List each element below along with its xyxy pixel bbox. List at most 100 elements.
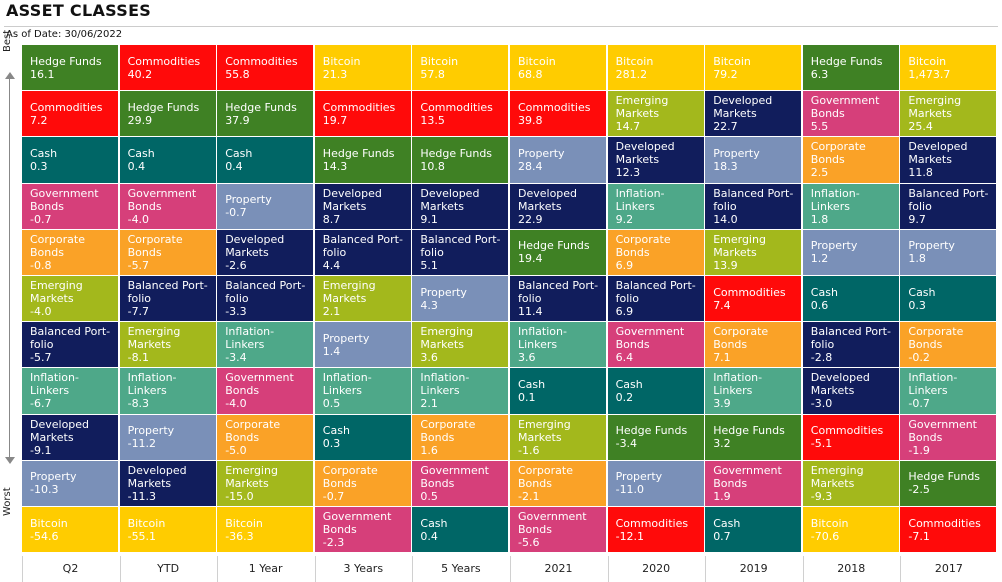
- return-value: 1.8: [908, 252, 926, 266]
- asset-label: Commodities: [713, 285, 786, 299]
- quilt-cell: Bitcoin -70.6: [802, 507, 900, 554]
- as-of-date: As of Date: 30/06/2022: [6, 29, 123, 40]
- return-value: -0.8: [30, 258, 52, 272]
- period-label: 1 Year: [248, 562, 283, 575]
- asset-label: Balanced Port- folio: [810, 325, 891, 352]
- asset-label: Bitcoin: [518, 54, 556, 68]
- return-value: -55.1: [127, 529, 157, 543]
- quilt-cell: Balanced Port- folio 11.4: [510, 276, 607, 323]
- quilt-cell: Commodities 13.5: [412, 91, 510, 138]
- return-value: -2.8: [810, 351, 833, 365]
- period-separator: [802, 556, 804, 582]
- quilt-cell: Hedge Funds 29.9: [119, 91, 217, 138]
- quilt-cell: Developed Markets 12.3: [607, 137, 705, 184]
- period-separator: [412, 556, 414, 582]
- quilt-cell: Cash 0.4: [119, 137, 217, 184]
- return-value: 13.5: [420, 113, 445, 127]
- quilt-cell: Emerging Markets 2.1: [314, 276, 412, 323]
- asset-label: Emerging Markets: [615, 94, 669, 121]
- asset-label: Cash: [615, 377, 643, 391]
- return-value: -2.6: [225, 258, 247, 272]
- quilt-cell: Hedge Funds 6.3: [802, 45, 900, 92]
- return-value: 19.7: [322, 113, 348, 127]
- asset-label: Commodities: [615, 516, 689, 530]
- period-column: Commodities 55.8 Hedge Funds 37.9 Cash 0.4 Pro…: [217, 45, 315, 554]
- return-value: 2.1: [420, 397, 438, 411]
- return-value: 7.1: [713, 351, 731, 365]
- quilt-cell: Inflation- Linkers -8.3: [119, 368, 217, 415]
- quilt-cell: Bitcoin 79.2: [705, 45, 803, 92]
- quilt-cell: Government Bonds 6.4: [607, 322, 705, 369]
- quilt-cell: Commodities 55.8: [217, 45, 315, 92]
- quilt-cell: Corporate Bonds -0.2: [900, 322, 998, 369]
- period-label: 2021: [544, 562, 573, 575]
- return-value: -1.9: [908, 443, 930, 457]
- return-value: -2.3: [322, 536, 345, 550]
- quilt-cell: Corporate Bonds 1.6: [412, 414, 510, 461]
- asset-label: Property: [30, 470, 77, 484]
- quilt-cell: Inflation- Linkers -6.7: [22, 368, 119, 415]
- return-value: 1.4: [322, 344, 341, 358]
- quilt-cell: Balanced Port- folio 5.1: [412, 229, 510, 276]
- return-value: -54.6: [30, 529, 59, 543]
- asset-label: Property: [518, 146, 565, 160]
- asset-label: Property: [420, 285, 467, 299]
- asset-label: Inflation- Linkers: [30, 371, 79, 398]
- quilt-cell: Property -0.7: [217, 183, 315, 230]
- quilt-cell: Inflation- Linkers 2.1: [412, 368, 510, 415]
- asset-label: Government Bonds: [30, 186, 99, 213]
- period-column: Bitcoin 281.2 Emerging Markets 14.7 Develope…: [607, 45, 705, 554]
- asset-label: Emerging Markets: [225, 463, 278, 490]
- asset-label: Bitcoin: [615, 54, 654, 68]
- quilt-cell: Commodities 39.8: [510, 91, 607, 138]
- period-separator: [510, 556, 511, 582]
- asset-label: Hedge Funds: [225, 100, 297, 114]
- return-value: 5.5: [810, 120, 829, 134]
- quilt-cell: Cash 0.1: [510, 368, 607, 415]
- asset-label: Corporate Bonds: [713, 325, 769, 352]
- asset-label: Cash: [322, 424, 350, 438]
- asset-label: Commodities: [518, 100, 591, 114]
- return-value: 6.4: [615, 351, 634, 365]
- return-value: -10.3: [30, 483, 59, 497]
- axis-best-label: Best: [2, 29, 13, 52]
- return-value: 0.4: [420, 529, 438, 543]
- return-value: 3.9: [713, 397, 731, 411]
- asset-label: Government Bonds: [810, 94, 880, 121]
- asset-label: Bitcoin: [908, 54, 947, 68]
- quilt-cell: Developed Markets 22.7: [705, 91, 803, 138]
- return-value: 1.2: [810, 252, 829, 266]
- return-value: 3.2: [713, 437, 731, 451]
- asset-label: Hedge Funds: [420, 146, 493, 160]
- asset-label: Balanced Port- folio: [908, 186, 989, 213]
- return-value: 9.1: [420, 212, 438, 226]
- return-value: 22.7: [713, 120, 738, 134]
- quilt-cell: Corporate Bonds -5.7: [119, 229, 217, 276]
- period-column: Hedge Funds 16.1 Commodities 7.2 Cash 0.3 Gove…: [22, 45, 119, 554]
- quilt-cell: Developed Markets -11.3: [119, 460, 217, 507]
- asset-label: Inflation- Linkers: [713, 371, 763, 398]
- asset-label: Developed Markets: [518, 186, 578, 213]
- asset-label: Emerging Markets: [518, 417, 571, 444]
- asset-label: Government Bonds: [713, 463, 782, 490]
- asset-label: Developed Markets: [615, 140, 675, 167]
- asset-label: Bitcoin: [127, 516, 166, 530]
- period-label: 2020: [642, 562, 671, 575]
- quilt-cell: Emerging Markets -15.0: [217, 460, 315, 507]
- quilt-cell: Bitcoin 1,473.7: [900, 45, 998, 92]
- quilt-cell: Cash 0.7: [705, 507, 803, 554]
- quilt-cell: Bitcoin -36.3: [217, 507, 315, 554]
- return-value: 1.6: [420, 443, 438, 457]
- asset-label: Developed Markets: [127, 463, 187, 490]
- quilt-cell: Developed Markets 8.7: [314, 183, 412, 230]
- return-value: 13.9: [713, 258, 738, 272]
- return-value: -0.7: [225, 206, 247, 220]
- axis-worst-label: Worst: [2, 487, 13, 516]
- quilt-cell: Inflation- Linkers 9.2: [607, 183, 705, 230]
- return-value: 11.4: [518, 305, 543, 319]
- asset-label: Property: [908, 239, 955, 253]
- return-value: -5.6: [518, 536, 540, 550]
- page-title: ASSET CLASSES: [6, 1, 152, 20]
- quilt-cell: Corporate Bonds -0.7: [314, 460, 412, 507]
- return-value: 6.9: [615, 258, 634, 272]
